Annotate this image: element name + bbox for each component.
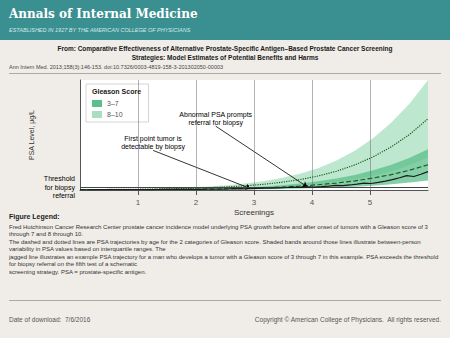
- svg-text:4: 4: [310, 198, 315, 207]
- svg-text:Figure Legend:: Figure Legend:: [9, 213, 60, 221]
- svg-text:referral for biopsy: referral for biopsy: [188, 119, 243, 127]
- svg-text:Date of download: 7/6/2016: Date of download: 7/6/2016: [9, 316, 91, 323]
- svg-text:First point tumor is: First point tumor is: [124, 135, 182, 143]
- svg-text:5: 5: [368, 198, 373, 207]
- svg-text:8–10: 8–10: [107, 111, 123, 118]
- svg-text:referral: referral: [53, 192, 76, 199]
- svg-text:ESTABLISHED IN 1927 BY THE AME: ESTABLISHED IN 1927 BY THE AMERICAN COLL…: [9, 27, 191, 33]
- svg-text:3–7: 3–7: [107, 100, 119, 107]
- svg-text:3: 3: [252, 198, 257, 207]
- svg-text:Screenings: Screenings: [234, 208, 274, 217]
- svg-text:Ann Intern Med. 2013;158(3):14: Ann Intern Med. 2013;158(3):146-153. doi…: [9, 64, 223, 70]
- svg-text:The dashed and dotted lines ar: The dashed and dotted lines are PSA traj…: [9, 239, 422, 245]
- svg-text:screening strategy. PSA = pros: screening strategy. PSA = prostate-speci…: [9, 269, 146, 275]
- svg-text:for biopsy: for biopsy: [45, 184, 76, 192]
- svg-text:Fred Hutchinson Cancer Researc: Fred Hutchinson Cancer Research Center p…: [9, 224, 430, 230]
- svg-text:detectable by biopsy: detectable by biopsy: [121, 143, 185, 151]
- svg-text:From: Comparative Effectivenes: From: Comparative Effectiveness of Alter…: [57, 45, 392, 53]
- svg-text:Gleason Score: Gleason Score: [92, 88, 141, 95]
- svg-text:through 7 and 8 through 10.: through 7 and 8 through 10.: [9, 231, 83, 237]
- svg-text:Copyright © American College o: Copyright © American College of Physicia…: [255, 316, 441, 324]
- svg-text:PSA Level, μg/L: PSA Level, μg/L: [28, 110, 36, 160]
- svg-text:Abnormal PSA prompts: Abnormal PSA prompts: [179, 111, 252, 119]
- svg-text:Strategies: Model Estimates of: Strategies: Model Estimates of Potential…: [132, 54, 319, 62]
- svg-text:Annals of Internal Medicine: Annals of Internal Medicine: [8, 7, 198, 21]
- svg-text:for biopsy referral on the fif: for biopsy referral on the fifth test of…: [9, 261, 137, 267]
- svg-text:1: 1: [136, 198, 141, 207]
- svg-text:jagged line illustrates an exa: jagged line illustrates an example PSA t…: [8, 254, 440, 260]
- svg-text:2: 2: [194, 198, 199, 207]
- svg-text:Threshold: Threshold: [44, 175, 75, 182]
- svg-text:variability in PSA values base: variability in PSA values based on inter…: [9, 246, 166, 252]
